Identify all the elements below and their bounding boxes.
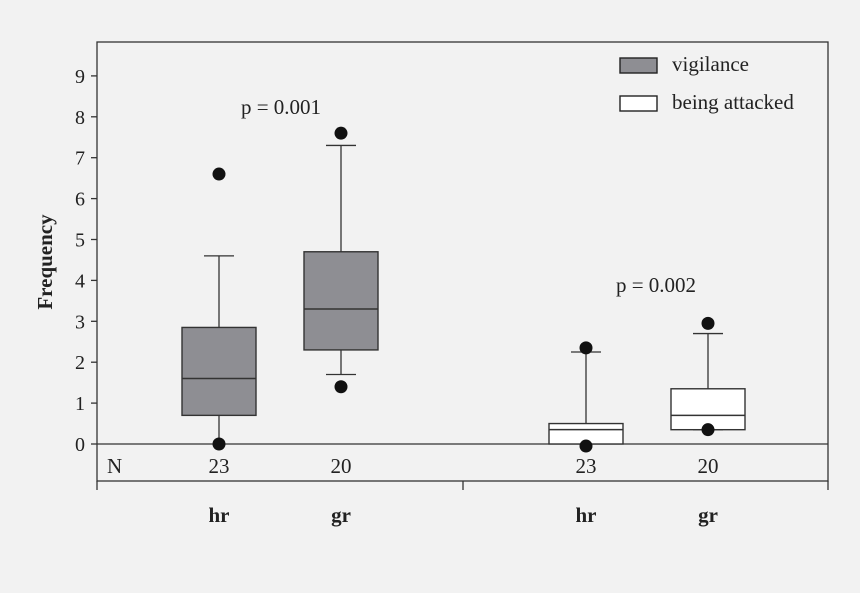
y-tick-label-7: 7	[75, 148, 85, 170]
legend-swatch-being-attacked	[619, 95, 658, 112]
outlier-being-attacked-gr-1	[701, 423, 715, 437]
y-tick-label-8: 8	[75, 107, 85, 129]
category-label-vigilance-gr: gr	[331, 503, 351, 527]
category-label-being-attacked-gr: gr	[698, 503, 718, 527]
n-value-being-attacked-hr: 23	[576, 454, 597, 478]
outlier-being-attacked-hr-0	[579, 341, 593, 355]
outlier-vigilance-gr-1	[334, 380, 348, 394]
y-tick-label-2: 2	[75, 352, 85, 374]
legend-label-vigilance: vigilance	[672, 52, 749, 76]
legend-label-being-attacked: being attacked	[672, 90, 794, 114]
category-label-being-attacked-hr: hr	[576, 503, 597, 527]
y-tick-label-1: 1	[75, 393, 85, 415]
n-value-vigilance-hr: 23	[209, 454, 230, 478]
y-tick-label-5: 5	[75, 230, 85, 252]
p-value-vigilance: p = 0.001	[241, 95, 321, 119]
outlier-vigilance-hr-1	[212, 437, 226, 451]
y-tick-label-6: 6	[75, 189, 85, 211]
y-tick-label-0: 0	[75, 434, 85, 456]
box-vigilance-hr	[181, 326, 257, 417]
outlier-vigilance-gr-0	[334, 126, 348, 140]
outlier-being-attacked-gr-0	[701, 316, 715, 330]
box-being-attacked-gr	[670, 388, 746, 431]
y-tick-label-3: 3	[75, 311, 85, 333]
p-value-being-attacked: p = 0.002	[616, 273, 696, 297]
outlier-vigilance-hr-0	[212, 167, 226, 181]
y-tick-label-4: 4	[75, 270, 85, 292]
n-row-label: N	[107, 454, 122, 478]
box-vigilance-gr	[303, 251, 379, 351]
category-label-vigilance-hr: hr	[209, 503, 230, 527]
y-axis-label: Frequency	[33, 214, 57, 310]
outlier-being-attacked-hr-1	[579, 439, 593, 453]
y-tick-label-9: 9	[75, 66, 85, 88]
legend-swatch-vigilance	[619, 57, 658, 74]
n-value-vigilance-gr: 20	[331, 454, 352, 478]
legend: vigilance being attacked	[619, 52, 794, 114]
n-value-being-attacked-gr: 20	[698, 454, 719, 478]
